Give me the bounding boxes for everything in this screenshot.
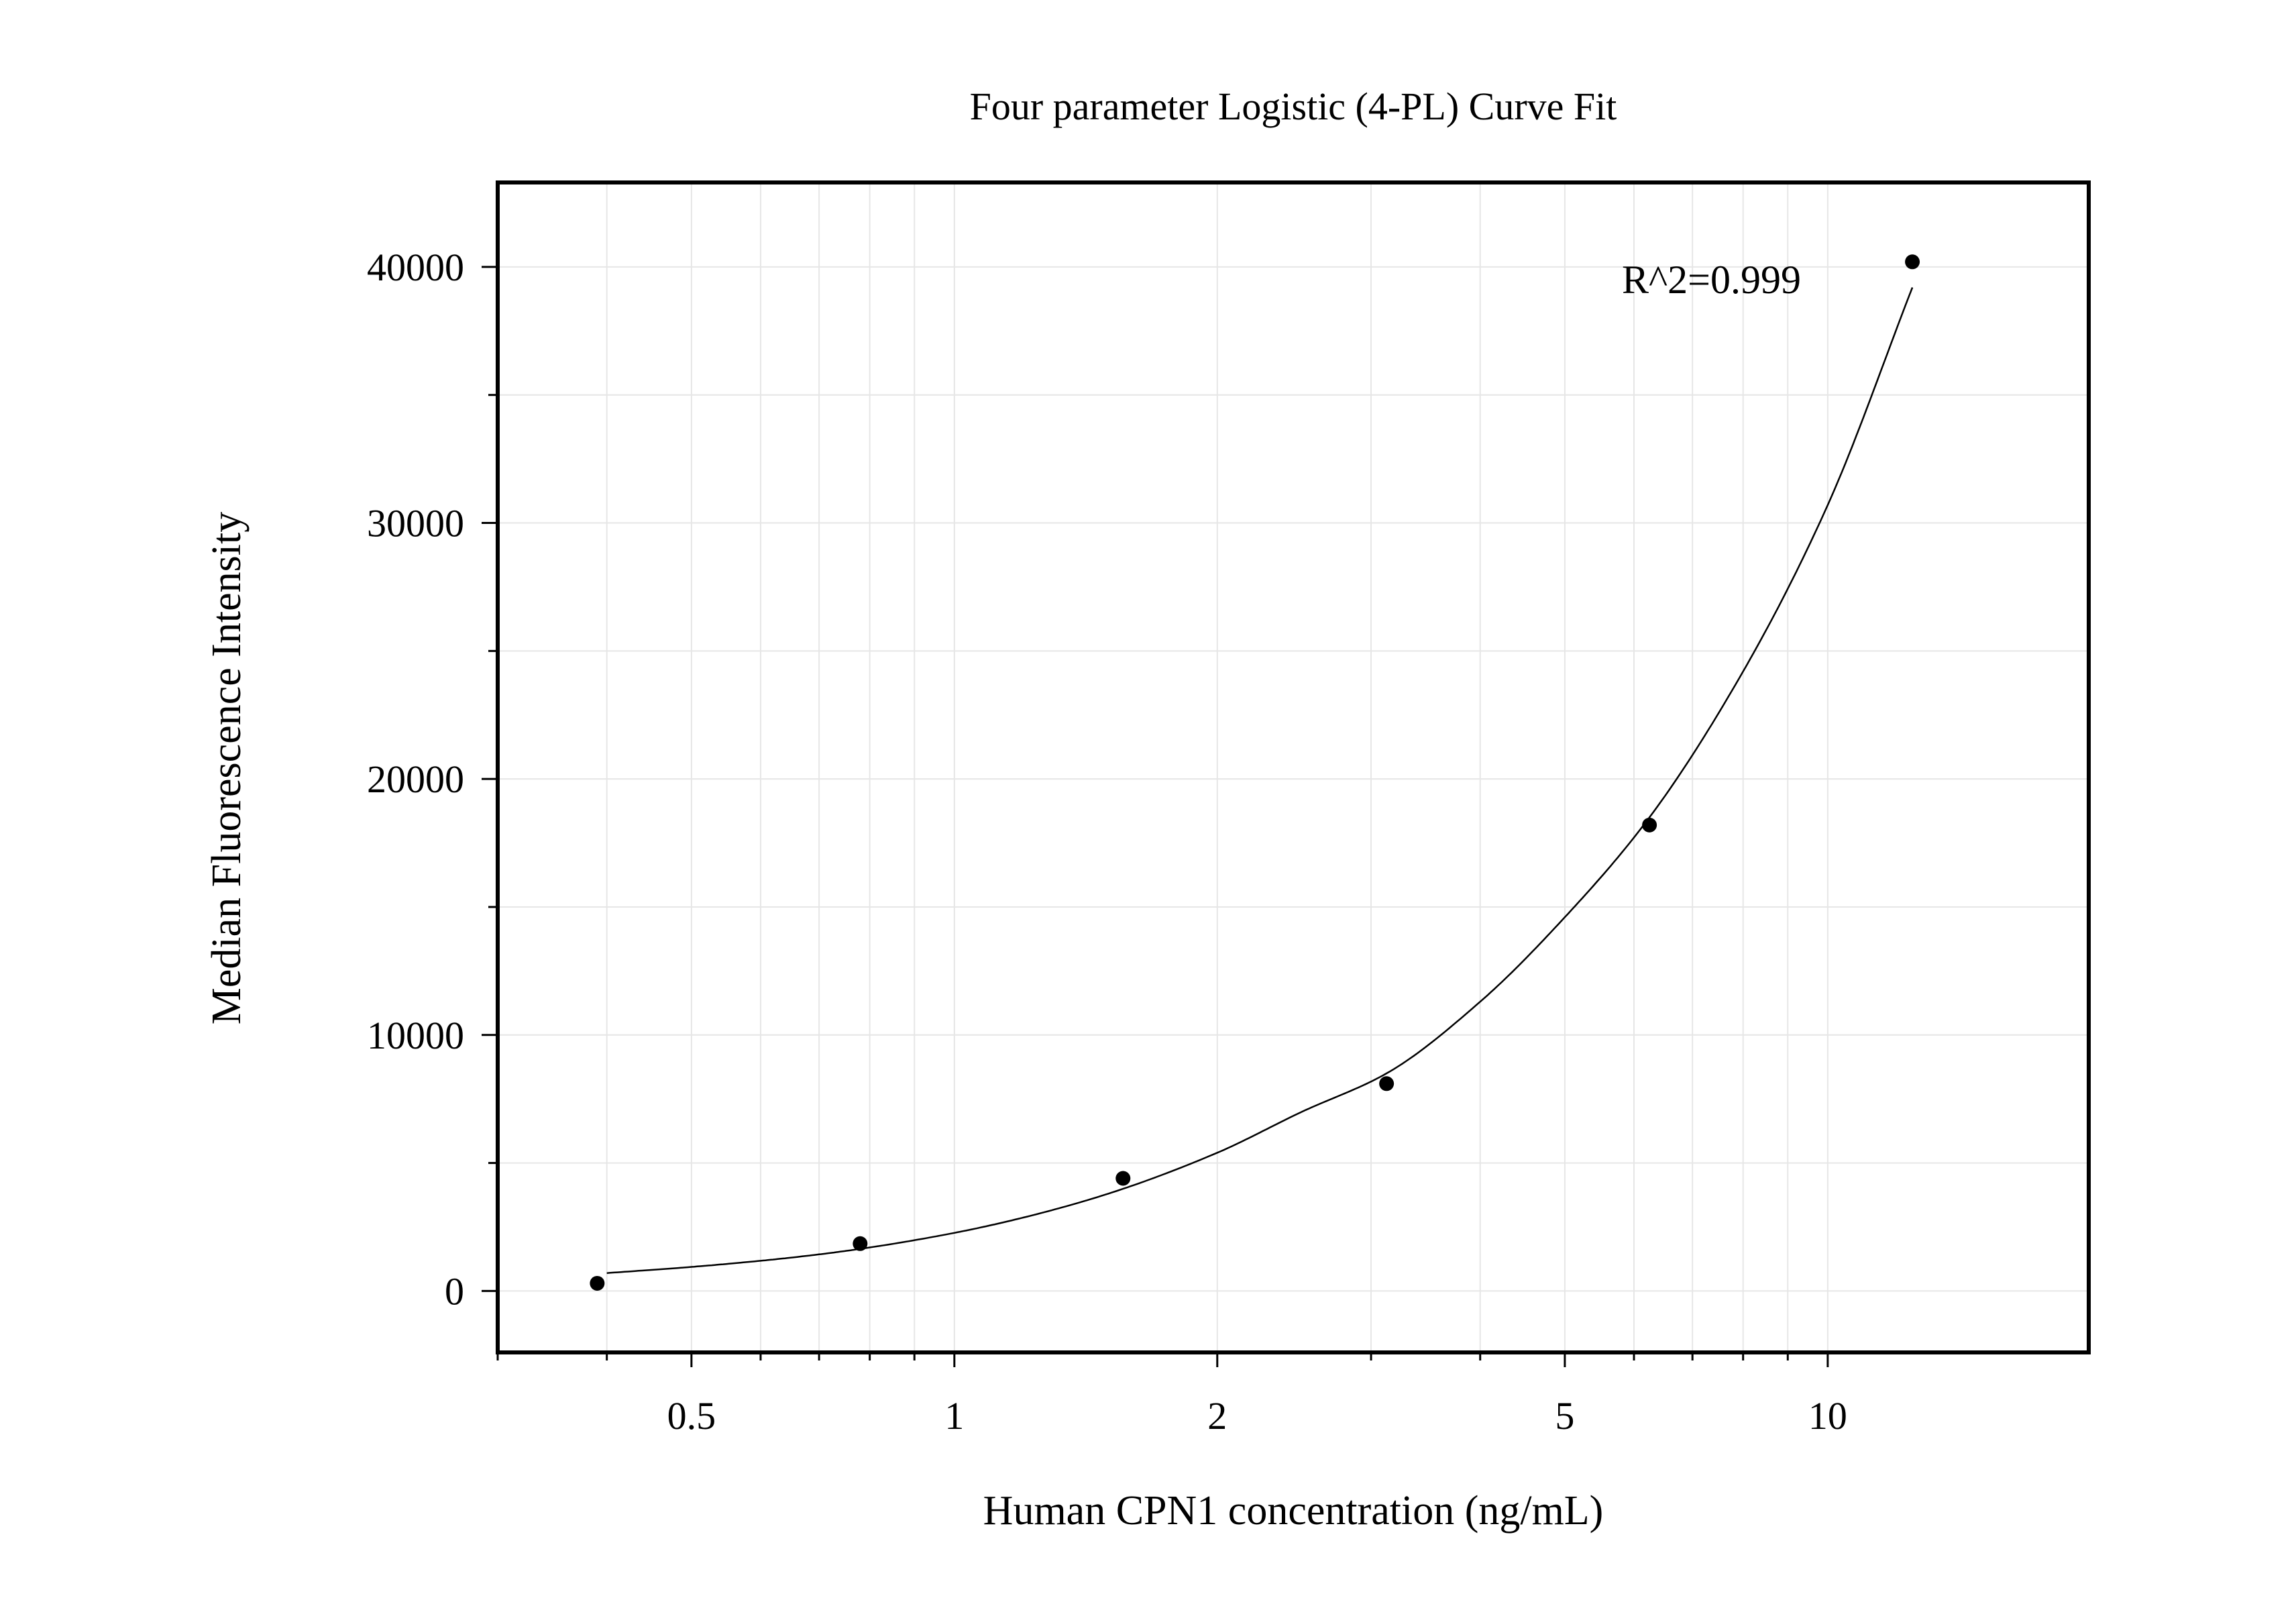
y-tick-label: 40000 <box>367 246 464 289</box>
y-tick-label: 0 <box>445 1269 464 1313</box>
data-point <box>1642 817 1657 833</box>
y-tick-label: 10000 <box>367 1014 464 1057</box>
x-tick-label: 1 <box>944 1394 964 1438</box>
axis-ticks: 0.5 1 2 5 10 0 10000 20000 30000 40000 <box>367 246 1847 1438</box>
data-point <box>853 1236 868 1251</box>
data-point <box>1115 1171 1131 1186</box>
fit-curve-layer <box>606 287 1914 1274</box>
x-tick-label: 2 <box>1207 1394 1227 1438</box>
x-axis-label: Human CPN1 concentration (ng/mL) <box>983 1488 1604 1534</box>
x-tick-label: 5 <box>1555 1394 1574 1438</box>
grid <box>497 182 2089 1352</box>
y-tick-label: 30000 <box>367 502 464 545</box>
chart-title: Four parameter Logistic (4-PL) Curve Fit <box>970 85 1617 128</box>
data-point <box>1379 1076 1395 1091</box>
x-tick-label: 10 <box>1808 1394 1847 1438</box>
y-axis-label: Median Fluorescence Intensity <box>204 512 250 1024</box>
r-squared-annotation: R^2=0.999 <box>1622 258 1801 302</box>
fit-curve <box>606 287 1914 1274</box>
data-points <box>590 254 1920 1291</box>
y-tick-label: 20000 <box>367 757 464 801</box>
data-point <box>590 1275 605 1291</box>
data-point <box>1905 254 1920 270</box>
x-tick-label: 0.5 <box>667 1394 716 1438</box>
plot-frame <box>496 180 2091 1354</box>
